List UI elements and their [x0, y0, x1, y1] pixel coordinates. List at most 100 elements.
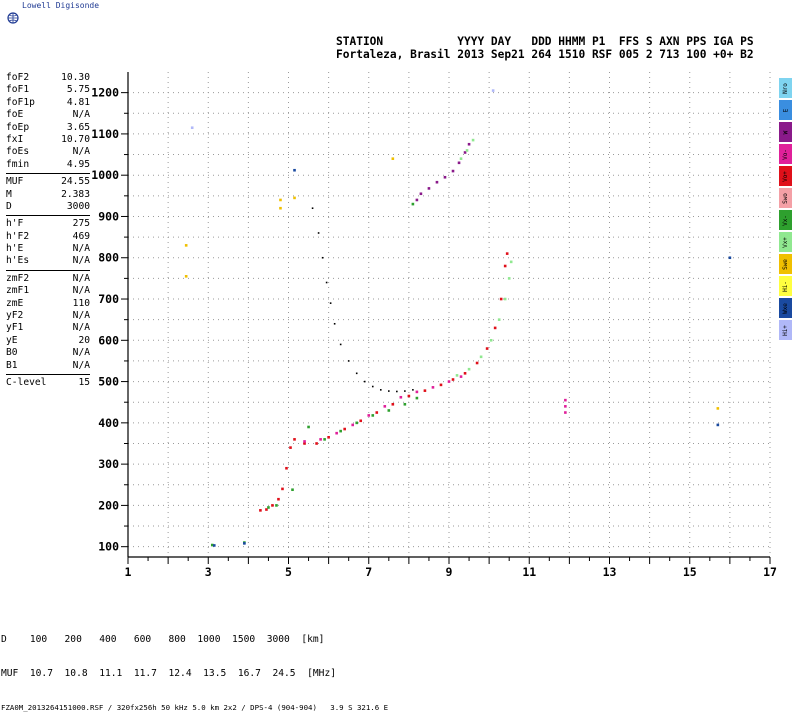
legend-label: Hi-	[782, 280, 789, 292]
data-point	[359, 419, 363, 423]
data-point	[271, 504, 274, 507]
param-row: zmE 110	[6, 298, 90, 310]
legend-label: Vx+	[782, 236, 789, 248]
legend-label: Swe	[782, 258, 789, 270]
param-value: 3000	[66, 200, 90, 212]
param-name: foF1p	[6, 96, 35, 108]
x-tick-label: 5	[285, 565, 292, 579]
param-row: fmin 4.95	[6, 159, 90, 171]
legend-entry: Vx+	[779, 232, 792, 252]
param-value: 275	[72, 218, 90, 230]
param-value: N/A	[72, 146, 90, 158]
param-value: N/A	[72, 347, 90, 359]
data-point	[291, 488, 294, 492]
panel-separator	[6, 373, 90, 375]
data-point	[485, 347, 489, 350]
legend-entry: Swe	[779, 254, 792, 274]
data-point	[399, 395, 403, 399]
data-point	[212, 544, 216, 547]
legend-label: Vo+	[782, 170, 789, 182]
data-point	[404, 390, 406, 392]
data-point	[564, 398, 567, 402]
param-value: N/A	[72, 255, 90, 267]
y-tick-label: 400	[98, 416, 119, 430]
param-row: h'F 275	[6, 218, 90, 230]
data-point	[463, 151, 467, 154]
param-row: h'Es N/A	[6, 255, 90, 267]
data-point	[329, 302, 332, 304]
data-point	[281, 487, 284, 491]
param-name: zmF2	[6, 272, 30, 284]
legend-label: Vx-	[782, 214, 789, 226]
data-point	[293, 168, 296, 172]
data-point	[497, 318, 501, 321]
panel-separator	[6, 173, 90, 175]
data-point	[435, 180, 439, 184]
legend-label: Vo-	[782, 148, 789, 160]
data-point	[383, 405, 387, 408]
param-name: zmF1	[6, 285, 30, 297]
data-point	[391, 402, 395, 406]
data-point	[293, 438, 296, 441]
muf-row: MUF 10.7 10.8 11.1 11.7 12.4 13.5 16.7 2…	[1, 668, 337, 679]
param-name: foEs	[6, 146, 30, 158]
y-tick-label: 200	[98, 498, 119, 512]
param-value: N/A	[72, 322, 90, 334]
param-name: foF2	[6, 72, 30, 83]
y-tick-label: 900	[98, 209, 119, 223]
data-point	[355, 372, 358, 375]
data-point	[325, 281, 328, 284]
data-point	[412, 389, 414, 391]
data-point	[503, 297, 507, 301]
data-point	[289, 446, 292, 449]
param-name: yF1	[6, 322, 24, 334]
param-row: B1 N/A	[6, 360, 90, 372]
x-tick-label: 3	[205, 565, 212, 579]
y-tick-label: 1100	[91, 127, 119, 141]
legend-entry: Vo+	[779, 166, 792, 186]
legend-entry: Hi-	[779, 276, 792, 296]
data-point	[499, 297, 503, 301]
data-point	[265, 508, 268, 511]
data-point	[351, 423, 354, 427]
data-point	[259, 509, 262, 512]
x-tick-label: 17	[763, 565, 777, 579]
data-point	[343, 427, 346, 431]
legend-entry: Hi+	[779, 320, 792, 340]
data-point	[371, 385, 374, 388]
data-point	[443, 175, 447, 179]
param-value: N/A	[72, 310, 90, 322]
data-point	[423, 389, 427, 392]
param-value: 10.70	[61, 133, 90, 145]
param-name: fmin	[6, 158, 30, 170]
data-point	[407, 394, 411, 398]
file-info: FZA0M_2013264151000.RSF / 320fx256h 50 k…	[1, 703, 389, 712]
y-tick-label: 1200	[91, 86, 119, 100]
param-name: MUF	[6, 176, 24, 188]
y-tick-label: 300	[98, 457, 119, 471]
data-point	[339, 429, 342, 433]
data-point	[493, 326, 497, 330]
param-name: foF1	[6, 84, 30, 96]
param-name: B0	[6, 347, 18, 359]
param-name: M	[6, 188, 12, 200]
legend-entry: Vx-	[779, 210, 792, 230]
legend-label: Swo	[782, 192, 789, 204]
data-point	[455, 374, 459, 377]
data-point	[439, 383, 443, 387]
data-point	[447, 380, 451, 383]
param-row: yF1 N/A	[6, 322, 90, 334]
param-name: foE	[6, 109, 24, 121]
param-value: 15	[78, 376, 90, 388]
header-line-1: STATION YYYY DAY DDD HHMM P1 FFS S AXN P…	[336, 35, 754, 48]
data-point	[507, 277, 511, 280]
param-value: 5.75	[66, 84, 90, 96]
data-point	[303, 440, 306, 443]
param-row: B0 N/A	[6, 347, 90, 359]
param-name: C-level	[6, 376, 47, 388]
data-point	[363, 380, 366, 383]
data-point	[465, 149, 469, 152]
data-point	[491, 89, 495, 92]
data-point	[411, 202, 415, 206]
param-name: zmE	[6, 297, 24, 309]
